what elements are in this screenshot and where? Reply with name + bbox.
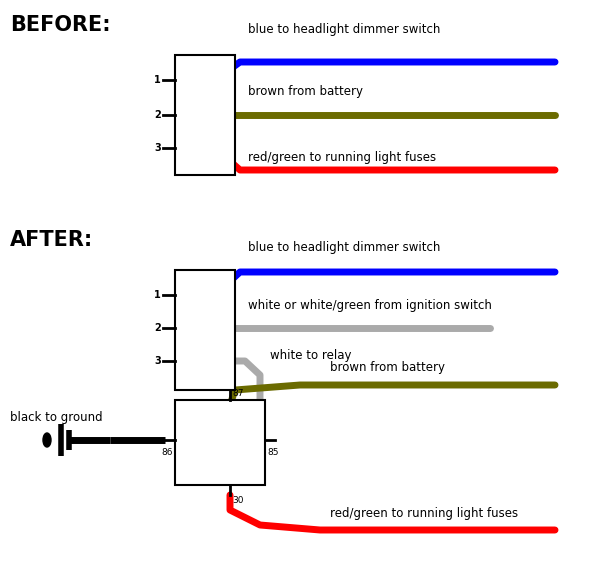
Text: 1: 1 — [154, 75, 161, 85]
Text: white to relay: white to relay — [270, 349, 352, 362]
Bar — [175, 55, 235, 175]
Text: 3: 3 — [154, 356, 161, 366]
Text: red/green to running light fuses: red/green to running light fuses — [330, 506, 518, 519]
Text: blue to headlight dimmer switch: blue to headlight dimmer switch — [248, 24, 440, 37]
Ellipse shape — [43, 433, 51, 447]
Text: blue to headlight dimmer switch: blue to headlight dimmer switch — [248, 241, 440, 254]
Text: red/green to running light fuses: red/green to running light fuses — [248, 152, 436, 165]
Bar — [175, 270, 235, 390]
Text: 1: 1 — [154, 290, 161, 300]
Text: BEFORE:: BEFORE: — [10, 15, 110, 35]
Text: AFTER:: AFTER: — [10, 230, 93, 250]
Text: 2: 2 — [154, 323, 161, 333]
Text: 86: 86 — [161, 448, 173, 457]
Text: 85: 85 — [267, 448, 278, 457]
Text: brown from battery: brown from battery — [248, 86, 363, 99]
Text: brown from battery: brown from battery — [330, 360, 445, 373]
Text: 30: 30 — [232, 496, 244, 505]
Text: 3: 3 — [154, 143, 161, 153]
Text: white or white/green from ignition switch: white or white/green from ignition switc… — [248, 299, 492, 312]
Text: 87: 87 — [232, 389, 244, 398]
Bar — [175, 400, 265, 485]
Text: black to ground: black to ground — [10, 412, 103, 425]
Text: 2: 2 — [154, 110, 161, 120]
